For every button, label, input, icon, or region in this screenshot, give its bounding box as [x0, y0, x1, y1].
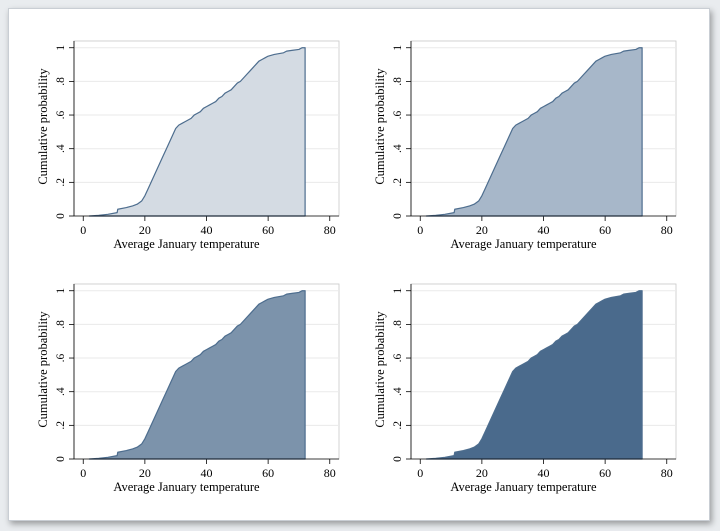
y-tick-label: .2 — [392, 421, 404, 430]
y-tick-label: .8 — [55, 320, 67, 329]
x-axis-title: Average January temperature — [113, 480, 260, 494]
chart-2-svg: 0 .2 .4 .6 .8 1 0 20 40 60 80 Average January tempe… — [373, 40, 677, 251]
y-tick-label: .4 — [392, 144, 404, 153]
y-tick-label: .6 — [55, 110, 67, 119]
cdf-area-series — [88, 290, 306, 460]
x-tick-label: 40 — [201, 223, 213, 237]
x-tick-label: 40 — [538, 466, 550, 480]
y-tick-label: .6 — [55, 353, 67, 362]
x-tick-label: 20 — [476, 223, 488, 237]
y-axis-title: Cumulative probability — [373, 68, 387, 185]
chart-4-svg: 0 .2 .4 .6 .8 1 0 20 40 60 80 Average January tempe… — [373, 283, 677, 494]
x-tick-label: 60 — [599, 466, 611, 480]
y-axis-title: Cumulative probability — [36, 68, 50, 185]
y-tick-label: .2 — [55, 421, 67, 430]
y-tick-label: .4 — [55, 144, 67, 153]
x-axis-title: Average January temperature — [113, 237, 260, 251]
x-tick-label: 0 — [80, 466, 86, 480]
cdf-area-series — [425, 47, 643, 217]
x-tick-label: 40 — [201, 466, 213, 480]
y-tick-label: .8 — [55, 77, 67, 86]
y-tick-label: 0 — [55, 456, 67, 462]
y-tick-label: 1 — [392, 288, 404, 294]
x-tick-label: 60 — [262, 466, 274, 480]
cdf-area-series — [88, 47, 306, 217]
y-tick-label: .6 — [392, 353, 404, 362]
chart-panel-3: 0 .2 .4 .6 .8 1 0 20 40 60 80 Average January tempe… — [9, 262, 344, 502]
x-tick-label: 20 — [139, 223, 151, 237]
y-tick-label: 1 — [55, 45, 67, 51]
y-tick-label: 1 — [55, 288, 67, 294]
x-tick-label: 40 — [538, 223, 550, 237]
chart-panel-2: 0 .2 .4 .6 .8 1 0 20 40 60 80 Average January tempe… — [346, 19, 681, 259]
y-tick-label: 0 — [392, 456, 404, 462]
chart-3-svg: 0 .2 .4 .6 .8 1 0 20 40 60 80 Average January tempe… — [36, 283, 340, 494]
x-tick-label: 80 — [661, 223, 673, 237]
y-axis-title: Cumulative probability — [36, 311, 50, 428]
chart-1-svg: 0 .2 .4 .6 .8 1 0 20 40 60 80 Average January tempe… — [36, 40, 340, 251]
x-tick-label: 0 — [80, 223, 86, 237]
chart-panel-1: 0 .2 .4 .6 .8 1 0 20 40 60 80 Average January tempe… — [9, 19, 344, 259]
x-tick-label: 20 — [139, 466, 151, 480]
x-axis-title: Average January temperature — [450, 480, 597, 494]
x-tick-label: 60 — [599, 223, 611, 237]
x-tick-label: 60 — [262, 223, 274, 237]
y-tick-label: 0 — [55, 213, 67, 219]
cdf-area-series — [425, 290, 643, 460]
y-tick-label: .6 — [392, 110, 404, 119]
y-tick-label: 1 — [392, 45, 404, 51]
y-tick-label: 0 — [392, 213, 404, 219]
figure-frame: 0 .2 .4 .6 .8 1 0 20 40 60 80 Average January tempe… — [8, 8, 710, 521]
y-axis-title: Cumulative probability — [373, 311, 387, 428]
x-tick-label: 0 — [417, 466, 423, 480]
x-tick-label: 80 — [324, 223, 336, 237]
y-tick-label: .2 — [55, 178, 67, 187]
y-tick-label: .8 — [392, 77, 404, 86]
chart-panel-4: 0 .2 .4 .6 .8 1 0 20 40 60 80 Average January tempe… — [346, 262, 681, 502]
y-tick-label: .2 — [392, 178, 404, 187]
x-tick-label: 80 — [661, 466, 673, 480]
x-tick-label: 20 — [476, 466, 488, 480]
x-tick-label: 80 — [324, 466, 336, 480]
y-tick-label: .4 — [392, 387, 404, 396]
y-tick-label: .4 — [55, 387, 67, 396]
x-tick-label: 0 — [417, 223, 423, 237]
x-axis-title: Average January temperature — [450, 237, 597, 251]
y-tick-label: .8 — [392, 320, 404, 329]
